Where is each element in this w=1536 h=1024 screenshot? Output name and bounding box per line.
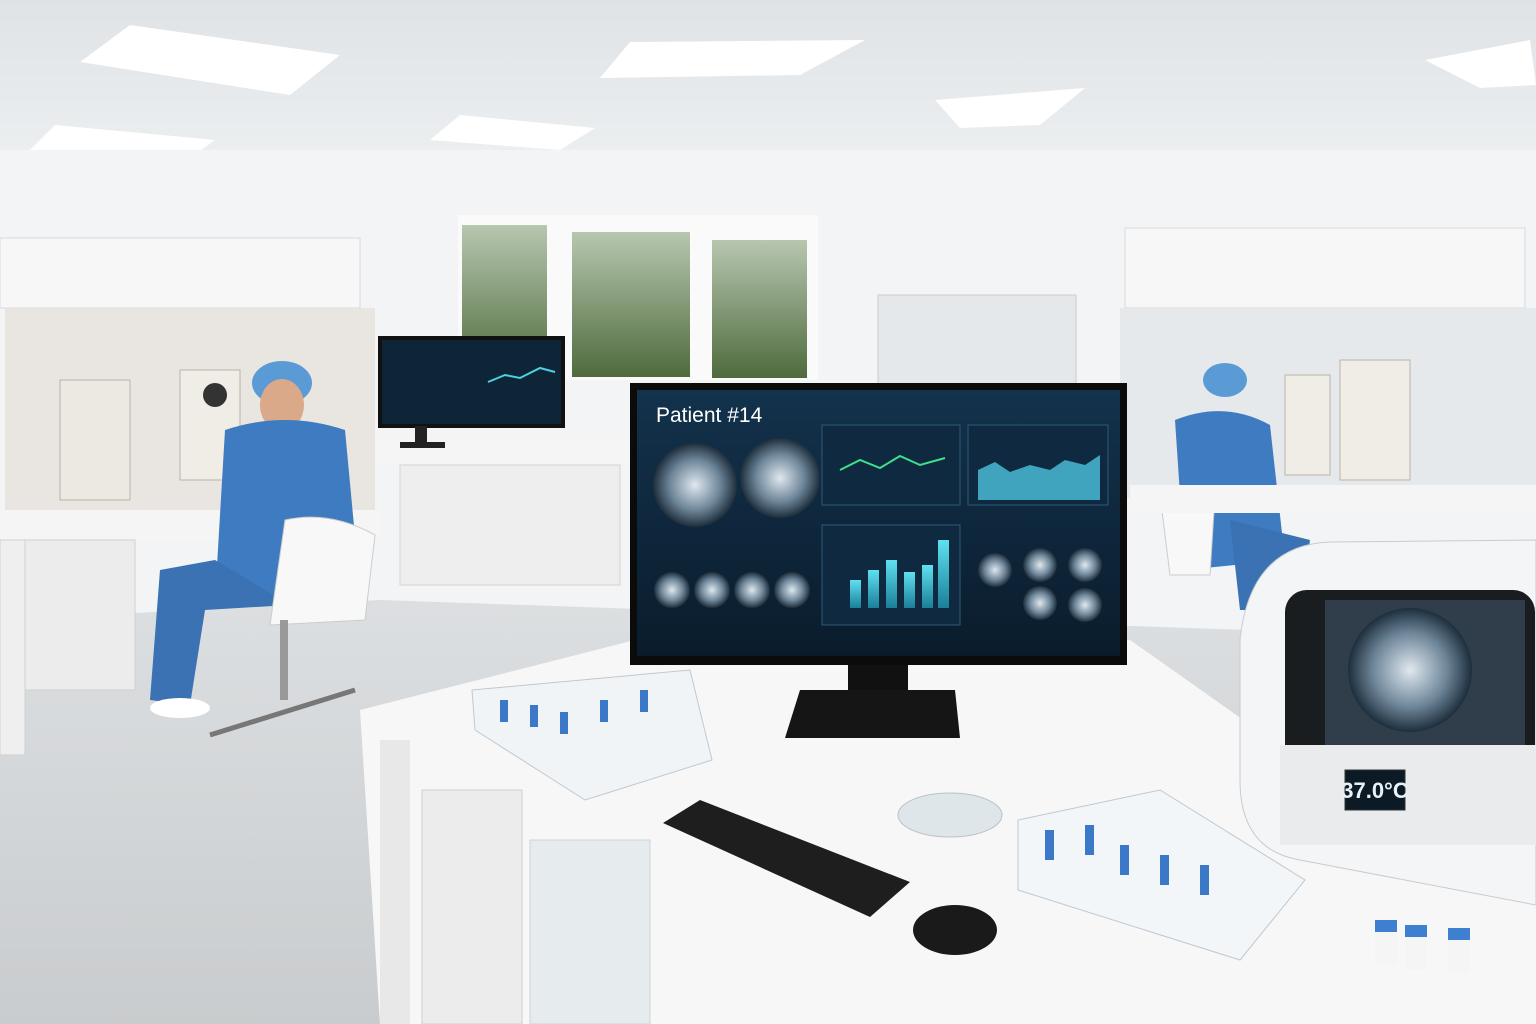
background-monitor [378, 336, 565, 448]
temperature-display: 37.0°C [1341, 778, 1409, 803]
technician [150, 361, 376, 738]
incubator: 37.0°C [1239, 539, 1536, 906]
fume-hood [1124, 227, 1526, 309]
fume-hood [0, 237, 361, 309]
microscope [59, 369, 241, 501]
bench [1130, 485, 1536, 513]
keyboard [663, 800, 910, 917]
window [712, 240, 807, 378]
main-monitor: Patient #14 [630, 383, 1127, 738]
vials [1375, 920, 1470, 973]
glass-cabinet [529, 839, 651, 1024]
cabinet [877, 294, 1077, 388]
desk-leg [380, 740, 410, 1024]
drawers [24, 539, 136, 691]
microscope [1284, 359, 1411, 481]
drawers [0, 539, 26, 756]
sample-rack [471, 669, 713, 801]
petri-dish [897, 792, 1003, 838]
drawers [421, 789, 523, 1024]
window [572, 232, 690, 377]
monitor-title: Patient #14 [656, 404, 763, 427]
cabinet [399, 464, 621, 586]
sample-rack [1017, 789, 1306, 961]
mouse [913, 905, 997, 955]
